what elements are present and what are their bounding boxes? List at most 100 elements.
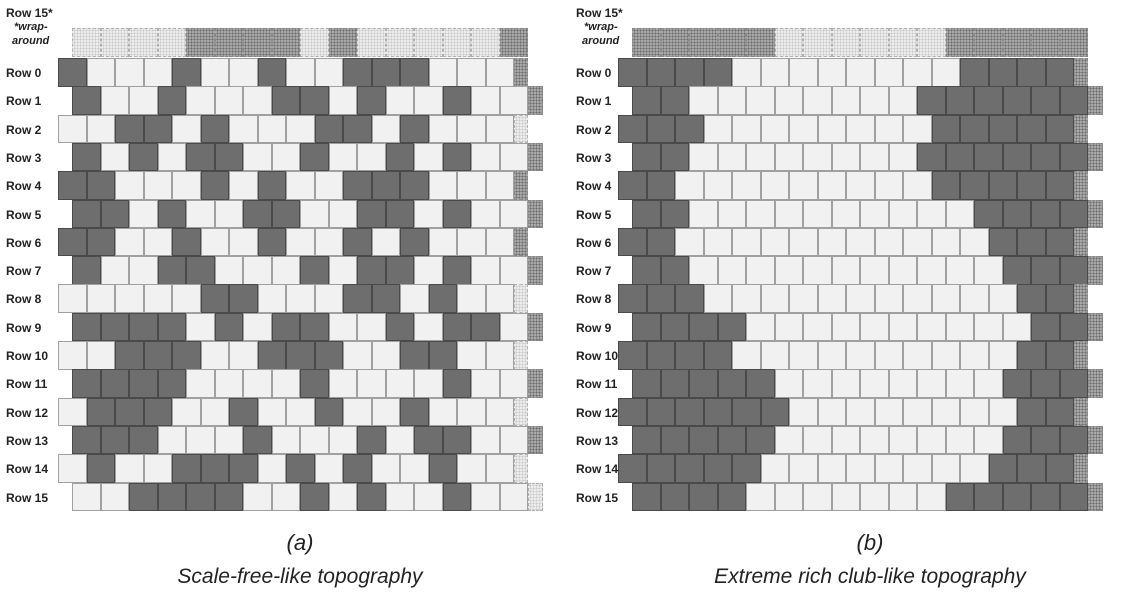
panel-letter: (b) xyxy=(856,530,884,555)
dark-brick xyxy=(618,397,647,427)
light-brick xyxy=(115,284,144,313)
light-brick xyxy=(457,397,486,427)
dark-brick xyxy=(632,312,661,342)
light-brick xyxy=(703,284,732,313)
row-label: Row 1 xyxy=(576,94,612,109)
light-brick xyxy=(214,199,244,228)
wrap-overflow-brick xyxy=(514,114,529,144)
dark-brick xyxy=(442,369,472,398)
light-brick xyxy=(831,86,861,115)
dark-brick xyxy=(300,256,329,285)
dark-brick xyxy=(632,425,661,455)
dark-brick xyxy=(442,482,472,511)
light-brick xyxy=(499,86,529,115)
dark-brick xyxy=(200,114,229,144)
dark-brick xyxy=(143,114,172,144)
light-brick xyxy=(903,454,932,483)
wrap-overflow-brick xyxy=(514,227,529,257)
dark-brick xyxy=(1059,482,1089,511)
light-brick xyxy=(888,199,918,228)
light-brick xyxy=(58,454,87,483)
row-label: Row 5 xyxy=(576,207,612,222)
light-brick xyxy=(257,284,286,313)
light-brick xyxy=(703,114,732,144)
dark-brick xyxy=(646,114,675,144)
dark-brick xyxy=(717,425,747,455)
light-brick xyxy=(960,341,989,370)
dark-brick xyxy=(86,454,115,483)
row-label: Row 7 xyxy=(576,264,612,279)
light-brick xyxy=(789,397,818,427)
dark-brick xyxy=(385,256,415,285)
dark-brick xyxy=(172,58,201,87)
row-label: Row 13 xyxy=(6,433,49,448)
dark-brick xyxy=(428,454,457,483)
light-brick xyxy=(100,86,130,115)
light-brick xyxy=(817,114,846,144)
light-brick xyxy=(328,425,358,455)
light-brick xyxy=(817,341,846,370)
panel-letter: (a) xyxy=(286,530,314,555)
light-brick xyxy=(314,284,343,313)
dark-brick xyxy=(632,482,661,511)
dark-brick xyxy=(442,312,472,342)
light-brick xyxy=(917,199,946,228)
light-brick xyxy=(457,284,486,313)
wrap-overflow-brick xyxy=(528,256,543,285)
dark-brick xyxy=(172,454,201,483)
wrap-note: *wrap- xyxy=(14,21,48,33)
dark-brick xyxy=(72,425,101,455)
light-brick xyxy=(229,227,258,257)
light-brick xyxy=(903,227,932,257)
dark-brick xyxy=(660,199,690,228)
light-brick xyxy=(143,227,172,257)
light-brick xyxy=(214,256,244,285)
dark-brick xyxy=(732,454,761,483)
light-brick xyxy=(732,58,761,87)
dark-brick xyxy=(143,341,172,370)
row-label: Row 3 xyxy=(6,150,42,165)
dark-brick xyxy=(974,86,1003,115)
dark-brick xyxy=(717,312,747,342)
light-brick xyxy=(888,86,918,115)
light-brick xyxy=(945,256,975,285)
wrap-brick xyxy=(300,28,329,57)
dark-brick xyxy=(100,425,130,455)
dark-brick xyxy=(343,58,372,87)
dark-brick xyxy=(717,369,747,398)
wrap-overflow-brick xyxy=(514,397,529,427)
light-brick xyxy=(732,284,761,313)
light-brick xyxy=(732,341,761,370)
light-brick xyxy=(485,58,514,87)
light-brick xyxy=(286,397,315,427)
row-label: Row 0 xyxy=(6,66,42,80)
dark-brick xyxy=(314,341,343,370)
light-brick xyxy=(286,58,315,87)
light-brick xyxy=(499,312,529,342)
dark-brick xyxy=(115,341,144,370)
light-brick xyxy=(703,171,732,200)
light-brick xyxy=(414,312,443,342)
light-brick xyxy=(499,199,529,228)
light-brick xyxy=(917,256,946,285)
dark-brick xyxy=(58,227,87,257)
light-brick xyxy=(229,171,258,200)
light-brick xyxy=(385,86,415,115)
row-label: Row 11 xyxy=(6,377,48,392)
wrap-brick xyxy=(660,28,690,57)
dark-brick xyxy=(72,142,101,172)
light-brick xyxy=(243,256,272,285)
dark-brick xyxy=(200,284,229,313)
light-brick xyxy=(717,86,747,115)
dark-brick xyxy=(703,341,732,370)
light-brick xyxy=(988,284,1017,313)
dark-brick xyxy=(931,114,960,144)
light-brick xyxy=(328,199,358,228)
light-brick xyxy=(243,312,272,342)
dark-brick xyxy=(214,312,244,342)
dark-brick xyxy=(618,171,647,200)
light-brick xyxy=(903,114,932,144)
dark-brick xyxy=(172,227,201,257)
light-brick xyxy=(271,369,301,398)
dark-brick xyxy=(675,284,704,313)
